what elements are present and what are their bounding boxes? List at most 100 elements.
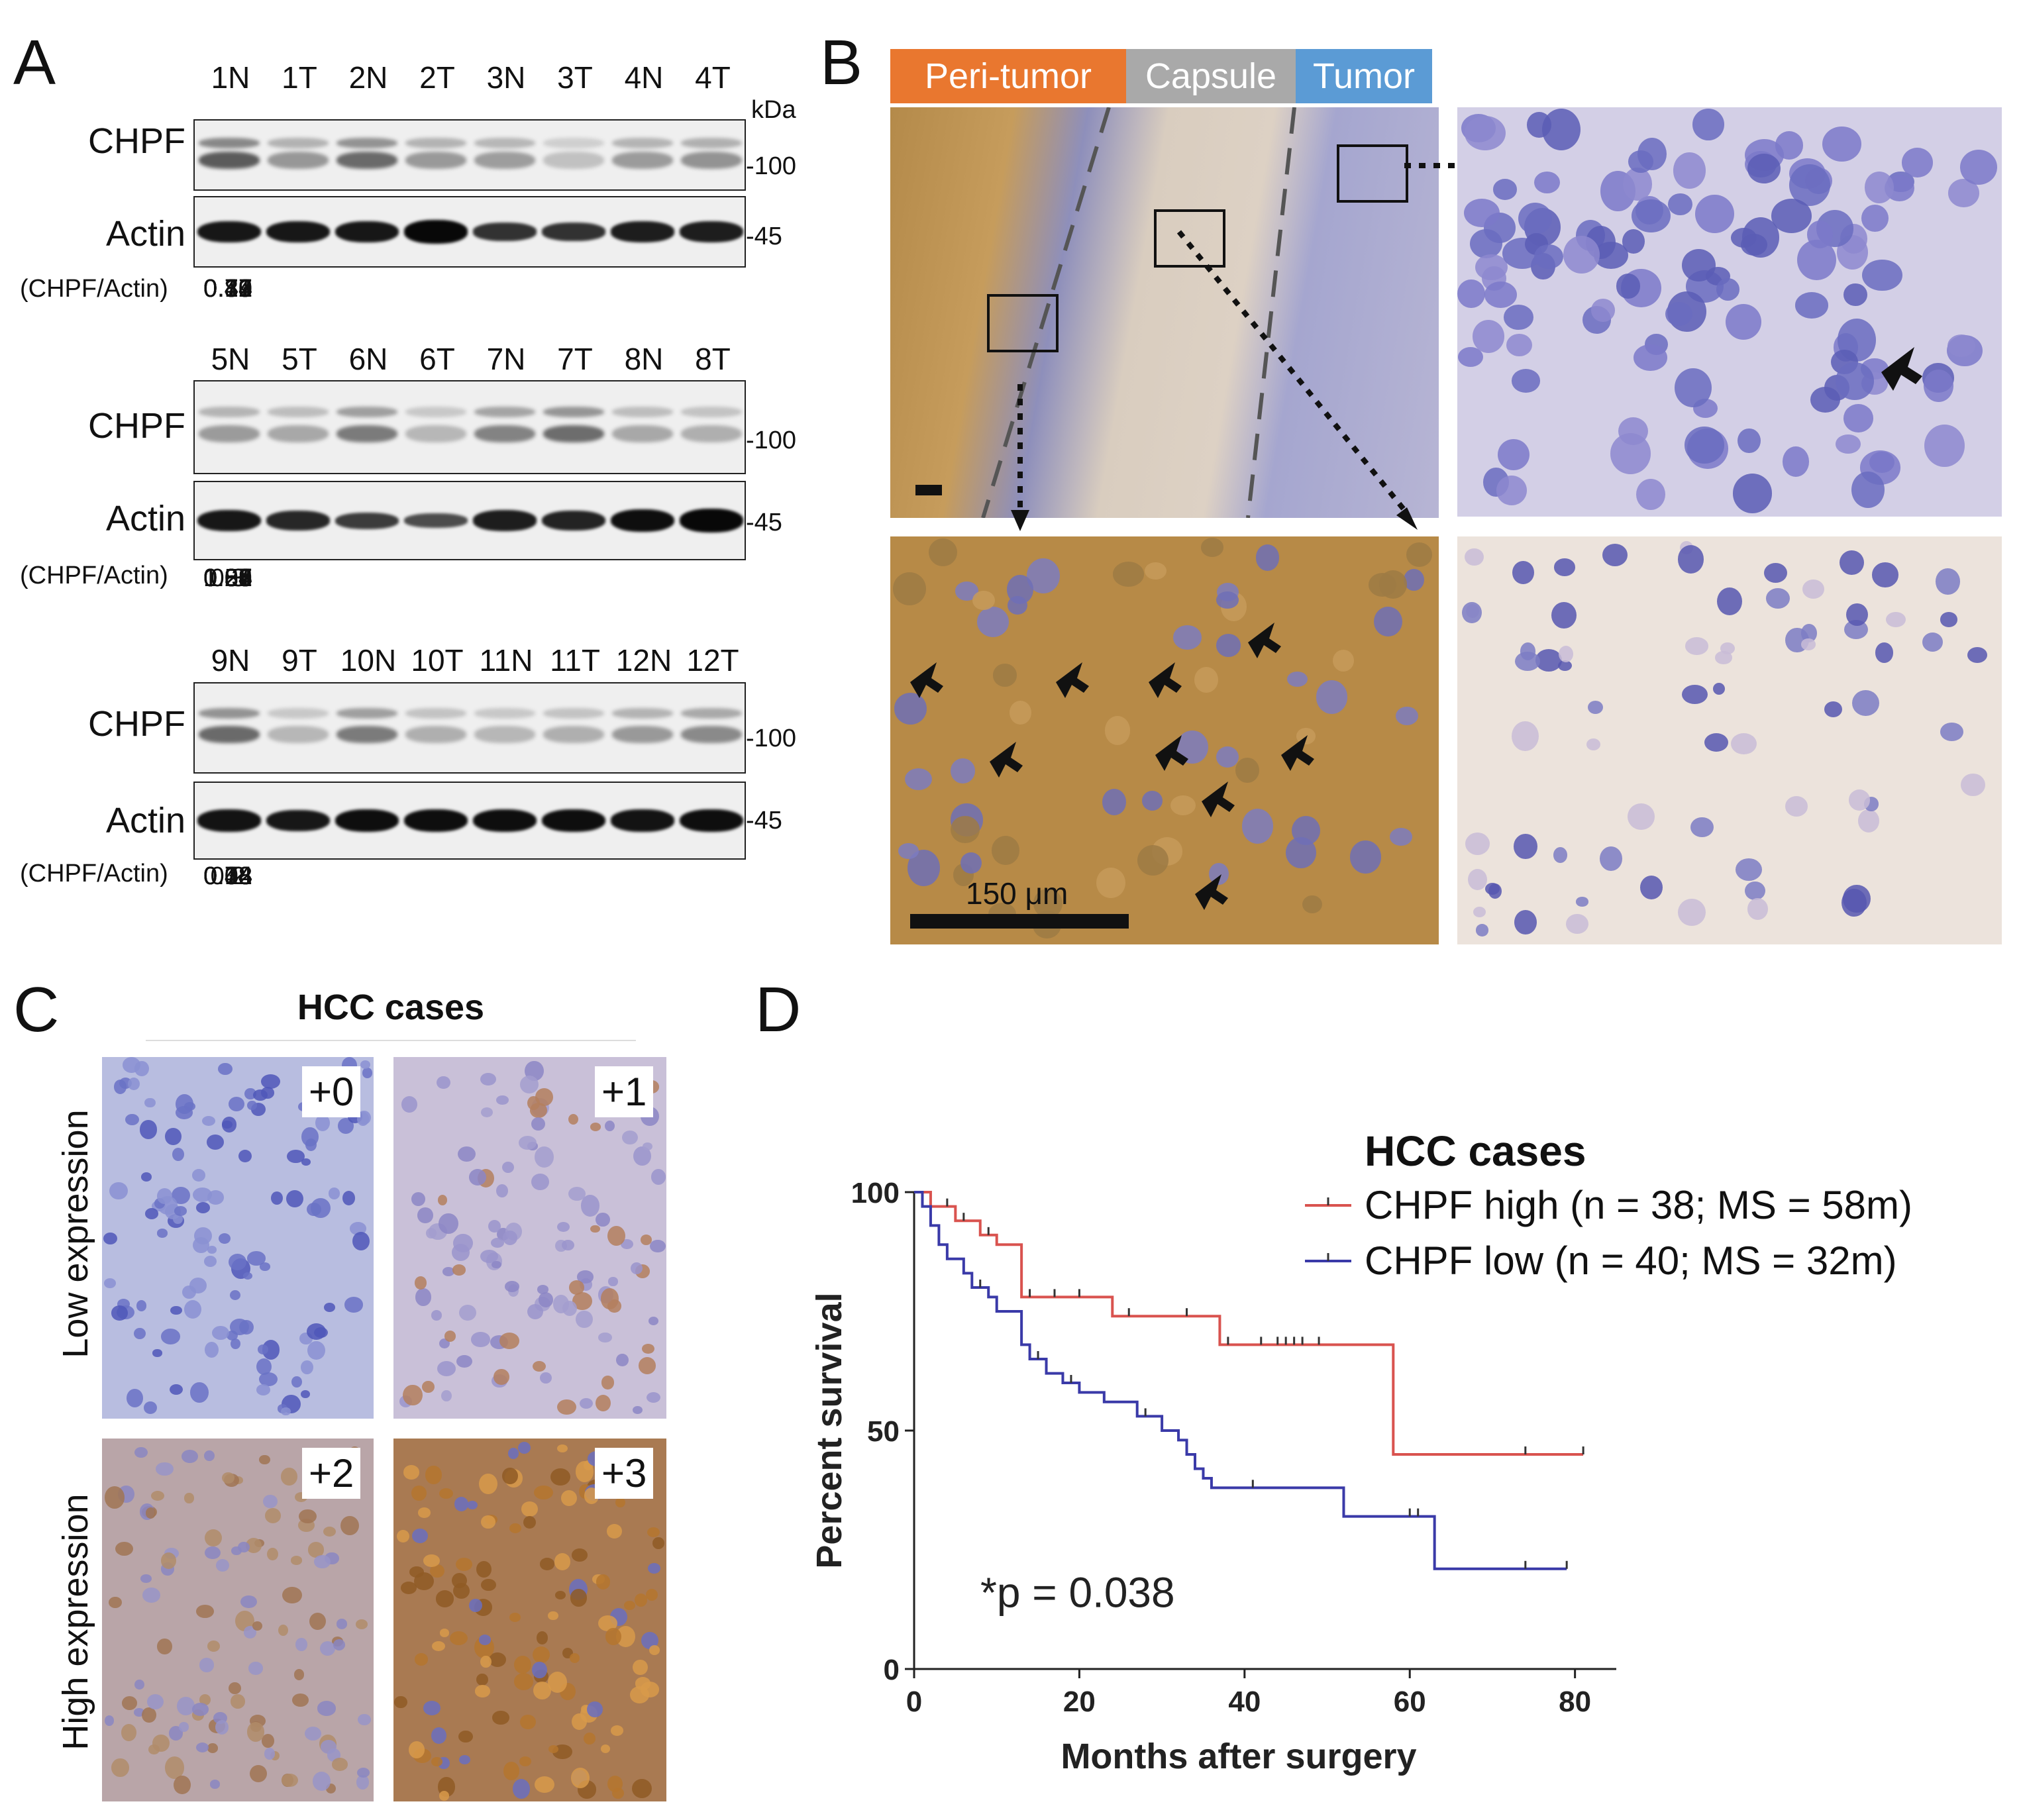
chpf-band: [543, 707, 604, 719]
nucleus: [1009, 701, 1031, 725]
nucleus: [621, 1239, 633, 1250]
nucleus: [256, 1358, 272, 1376]
nucleus: [1717, 587, 1743, 616]
nucleus: [1096, 868, 1125, 898]
nucleus: [1112, 562, 1144, 587]
y-tick-label: 100: [851, 1177, 900, 1209]
nucleus: [285, 1189, 304, 1208]
nucleus: [533, 1646, 550, 1664]
nucleus: [1732, 473, 1773, 513]
chpf-band: [268, 425, 329, 442]
chpf-band: [268, 407, 329, 418]
lane-labels-group-3: 9N 9T 10N 10T 11N 11T 12N 12T: [196, 642, 747, 678]
nucleus: [262, 1494, 278, 1509]
nucleus: [329, 1188, 340, 1199]
nucleus: [1800, 624, 1817, 642]
nucleus: [1782, 446, 1810, 477]
overview-micrograph: [890, 107, 1439, 518]
survival-curve-high: [914, 1191, 1584, 1456]
nucleus: [1403, 568, 1425, 591]
nucleus: [535, 1088, 553, 1106]
region-label-capsule: Capsule: [1126, 49, 1296, 103]
actin-band: [611, 509, 674, 532]
nucleus: [492, 1711, 509, 1725]
x-tick-label: 60: [1394, 1686, 1426, 1718]
nucleus: [519, 1756, 531, 1766]
nucleus: [1255, 544, 1280, 571]
nucleus: [1875, 642, 1894, 663]
panel-label-b: B: [820, 27, 863, 98]
panel-label-c: C: [13, 974, 60, 1045]
nucleus: [576, 1270, 594, 1284]
chpf-band: [268, 138, 329, 149]
nucleus: [243, 1626, 256, 1639]
nucleus: [453, 1233, 473, 1253]
nucleus: [1586, 738, 1600, 750]
lane-label: 3T: [557, 60, 593, 95]
nucleus: [1622, 228, 1645, 254]
chpf-band: [199, 425, 260, 442]
ratio-value: 0.2: [210, 862, 246, 890]
chpf-band: [543, 152, 604, 170]
nucleus: [309, 1613, 326, 1631]
nucleus: [535, 1776, 555, 1793]
nucleus: [571, 1548, 588, 1562]
nucleus: [481, 1578, 496, 1592]
nucleus: [474, 1685, 491, 1697]
nucleus: [648, 1644, 660, 1656]
chpf-band: [268, 152, 329, 170]
nucleus: [207, 1641, 220, 1652]
nucleus: [1462, 602, 1482, 624]
nucleus: [282, 1587, 302, 1604]
nucleus: [641, 1234, 652, 1245]
chpf-row-label: CHPF: [88, 406, 185, 446]
nucleus: [1960, 150, 1998, 185]
y-axis-label: Percent survival: [809, 1292, 849, 1568]
nucleus: [1741, 217, 1780, 258]
nucleus: [1872, 562, 1899, 587]
chpf-band: [405, 407, 466, 418]
nucleus: [1504, 304, 1533, 330]
nucleus: [231, 1546, 242, 1556]
nucleus: [569, 1652, 580, 1664]
nucleus: [1747, 154, 1781, 184]
nucleus: [340, 1515, 359, 1535]
nucleus: [1302, 895, 1322, 914]
actin-band: [542, 809, 605, 833]
nucleus: [1287, 671, 1308, 687]
nucleus: [1216, 746, 1239, 768]
nucleus: [144, 1208, 159, 1220]
actin-band: [266, 221, 330, 243]
nucleus: [1473, 907, 1486, 918]
nucleus: [584, 1733, 596, 1745]
nucleus: [1170, 795, 1196, 816]
nucleus: [126, 1389, 143, 1407]
actin-band: [542, 510, 605, 531]
actin-band: [473, 223, 537, 241]
nucleus: [652, 1537, 664, 1549]
actin-band: [197, 509, 261, 532]
nucleus: [1775, 131, 1804, 160]
nucleus: [204, 1529, 223, 1546]
nucleus: [1241, 808, 1274, 844]
nucleus: [456, 1355, 472, 1368]
nucleus: [221, 1117, 237, 1133]
nucleus: [557, 1221, 570, 1232]
chpf-blot-strip: [193, 380, 746, 474]
lane-label: 1T: [282, 60, 317, 95]
lane-label: 7T: [557, 342, 593, 376]
actin-band: [266, 809, 330, 832]
nucleus: [205, 1546, 221, 1559]
nucleus: [403, 1465, 419, 1480]
ratio-value: 0.86: [203, 564, 252, 592]
chpf-row-label: CHPF: [88, 704, 185, 744]
nucleus: [467, 1501, 478, 1510]
nucleus: [1587, 701, 1603, 715]
nucleus: [1534, 171, 1560, 194]
row-label-low-expression: Low expression: [56, 1109, 95, 1358]
nucleus: [532, 1360, 546, 1372]
nucleus: [503, 1762, 520, 1781]
nucleus: [357, 1713, 371, 1726]
nucleus: [1616, 274, 1641, 299]
nucleus: [633, 1659, 648, 1676]
